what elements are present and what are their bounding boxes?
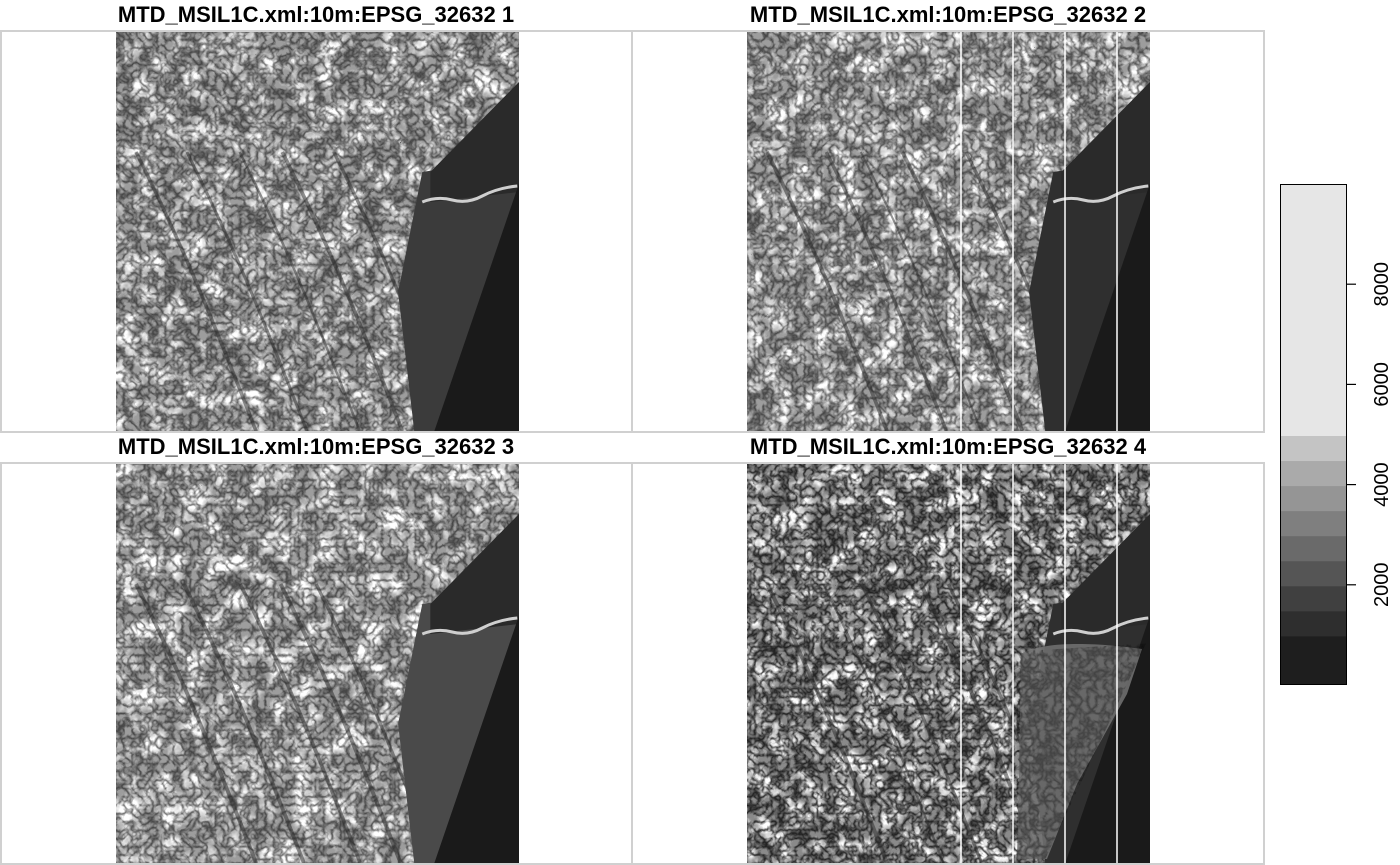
map-panel-3 [0, 462, 633, 865]
raster-image-4 [747, 464, 1150, 863]
panel-title-4: MTD_MSIL1C.xml:10m:EPSG_32632 4 [749, 434, 1147, 459]
raster-image-2 [747, 32, 1150, 431]
legend-step [1281, 185, 1346, 436]
legend-step [1281, 635, 1346, 684]
panel-title-3: MTD_MSIL1C.xml:10m:EPSG_32632 3 [117, 434, 515, 459]
legend-step [1281, 560, 1346, 587]
legend-step [1281, 435, 1346, 462]
color-legend-ramp [1281, 185, 1346, 684]
legend-tick-label: 2000 [1371, 563, 1393, 608]
legend-tick-label: 8000 [1371, 262, 1393, 307]
legend-tick-label: 4000 [1371, 462, 1393, 507]
legend-step [1281, 610, 1346, 637]
color-legend-axis: 2000 4000 6000 8000 [1347, 262, 1393, 608]
raster-image-3 [116, 464, 519, 863]
raster-image-1 [116, 32, 519, 431]
legend-step [1281, 485, 1346, 512]
legend-tick-label: 6000 [1371, 362, 1393, 407]
legend-step [1281, 535, 1346, 562]
panel-title-2: MTD_MSIL1C.xml:10m:EPSG_32632 2 [749, 2, 1147, 27]
panel-title-1: MTD_MSIL1C.xml:10m:EPSG_32632 1 [117, 2, 515, 27]
legend-step [1281, 585, 1346, 612]
map-panel-1 [0, 30, 633, 433]
map-panel-4 [631, 462, 1265, 865]
color-legend [1280, 184, 1347, 685]
legend-step [1281, 510, 1346, 537]
legend-step [1281, 460, 1346, 487]
map-panel-2 [631, 30, 1265, 433]
